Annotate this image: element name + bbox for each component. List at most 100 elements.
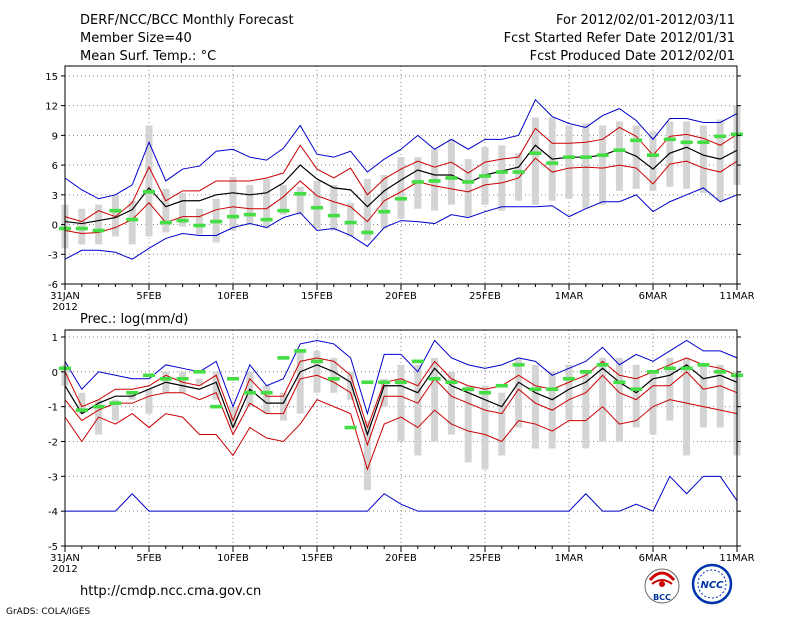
ensemble-box (481, 385, 489, 470)
ensemble-box (464, 385, 472, 463)
x-tick-label: 15FEB (301, 291, 333, 302)
series-min-line (64, 187, 738, 260)
median-mark (697, 363, 710, 367)
median-mark (462, 387, 475, 392)
ensemble-box (582, 123, 590, 209)
median-mark (277, 356, 290, 360)
series-lower-line (64, 157, 738, 234)
ensemble-box (397, 364, 405, 442)
series-upper-line (64, 126, 738, 223)
y-tick-label: -3 (48, 472, 58, 483)
median-mark (546, 387, 559, 392)
ensemble-box (195, 378, 203, 386)
median-mark (92, 404, 105, 409)
x-tick-label: 10FEB (217, 291, 249, 302)
ensemble-box (263, 385, 271, 414)
ensemble-box (615, 121, 623, 191)
ensemble-box (347, 371, 355, 400)
bcc-logo: BCC (644, 568, 680, 604)
median-mark (479, 174, 491, 178)
y-tick-label: -4 (48, 507, 58, 518)
median-mark (462, 180, 475, 184)
ensemble-box (128, 200, 136, 245)
median-mark (428, 376, 441, 381)
median-mark (109, 208, 122, 213)
median-mark (411, 359, 424, 364)
median-mark (697, 140, 710, 145)
ensemble-box (683, 121, 691, 189)
ensemble-box (195, 208, 203, 235)
x-tick-label: 1MAR (555, 291, 584, 302)
ensemble-box (632, 364, 640, 428)
ensemble-box (447, 371, 455, 435)
y-tick-label: 0 (52, 221, 58, 232)
median-mark (176, 218, 189, 223)
median-mark (663, 137, 676, 142)
ensemble-box (330, 184, 338, 231)
ensemble-box (95, 204, 103, 245)
ensemble-box (330, 357, 338, 393)
series-min-line (65, 475, 738, 512)
median-mark (714, 134, 727, 139)
ensemble-box (414, 364, 422, 456)
forecast-produced: Fcst Produced Date 2012/02/01 (530, 49, 735, 64)
x-tick-label: 25FEB (469, 553, 501, 564)
ncc-logo: NCC (691, 563, 733, 605)
x-tick-label: 5FEB (136, 291, 161, 302)
median-mark (512, 170, 525, 174)
median-mark (327, 376, 340, 381)
ensemble-box (699, 125, 707, 193)
median-mark (109, 401, 122, 405)
ensemble-box (263, 178, 271, 229)
ensemble-box (229, 406, 237, 428)
y-tick-label: -2 (48, 437, 58, 448)
ensemble-box (246, 184, 254, 225)
median-mark (579, 155, 592, 159)
median-mark (159, 220, 172, 225)
ensemble-box (699, 364, 707, 428)
median-mark (143, 373, 155, 378)
x-tick-year: 2012 (52, 302, 77, 313)
median-mark (546, 161, 559, 165)
ensemble-box (296, 186, 304, 215)
x-tick-year: 2012 (52, 564, 77, 575)
ensemble-box (363, 420, 371, 491)
ensemble-box (515, 357, 523, 428)
y-tick-label: 12 (45, 102, 58, 113)
median-mark (428, 179, 441, 183)
grads-credit: GrADS: COLA/IGES (6, 607, 90, 617)
x-tick-label: 10FEB (217, 553, 249, 564)
footer-url[interactable]: http://cmdp.ncc.cma.gov.cn (80, 584, 261, 599)
median-mark (193, 223, 206, 228)
ensemble-box (78, 392, 86, 414)
median-mark (495, 383, 508, 388)
y-tick-label: 15 (45, 72, 58, 83)
x-tick-label: 31JAN (50, 291, 80, 302)
median-mark (344, 425, 357, 430)
ensemble-box (531, 364, 539, 449)
y-tick-label: 6 (52, 161, 58, 172)
median-mark (277, 208, 290, 213)
ensemble-box (447, 139, 455, 205)
median-mark (361, 230, 374, 235)
x-tick-label: 1MAR (555, 553, 584, 564)
y-tick-label: -5 (48, 542, 58, 553)
median-mark (210, 404, 223, 409)
median-mark (126, 390, 139, 395)
median-mark (647, 153, 659, 157)
median-mark (75, 226, 88, 231)
median-mark (243, 212, 256, 217)
ensemble-box (347, 202, 355, 237)
ensemble-box (380, 175, 388, 229)
panel2-variable: Prec.: log(mm/d) (80, 312, 188, 327)
median-mark (327, 213, 340, 218)
median-mark (579, 370, 592, 374)
y-tick-label: 3 (52, 191, 58, 202)
ensemble-box (78, 208, 86, 245)
series-mean-line (64, 364, 738, 437)
panel1-variable: Mean Surf. Temp.: °C (80, 49, 216, 64)
x-tick-label: 6MAR (639, 291, 668, 302)
median-mark (630, 387, 643, 392)
